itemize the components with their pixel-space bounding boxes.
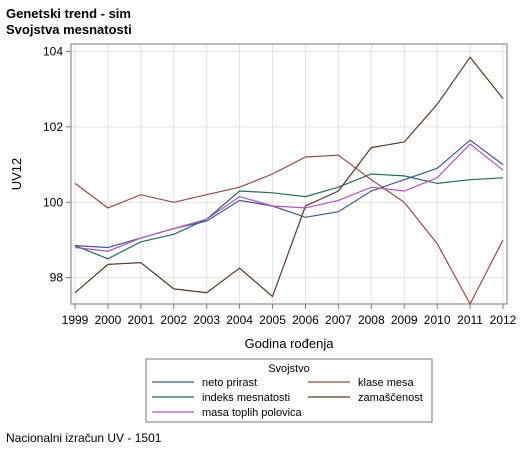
x-tick-label: 2007: [325, 313, 352, 327]
x-tick-label: 2012: [490, 313, 517, 327]
series-line-indeks-mesnatosti: [74, 173, 504, 260]
series-line-neto-prirast: [74, 139, 504, 249]
series-lines: [74, 56, 504, 306]
x-tick-label: 2008: [358, 313, 385, 327]
x-tick-label: 2011: [457, 313, 483, 327]
legend-title: Svojstvo: [268, 363, 310, 375]
series-line-masa-toplih-polovica: [74, 143, 504, 252]
x-tick-label: 2001: [127, 313, 154, 327]
legend-label: indeks mesnatosti: [202, 392, 290, 404]
x-tick-label: 2006: [292, 313, 319, 327]
y-axis: 98 100 102 104: [43, 45, 71, 285]
x-tick-label: 2003: [193, 313, 220, 327]
x-tick-label: 2002: [160, 313, 187, 327]
x-tick-label: 2004: [226, 313, 253, 327]
y-tick-label: 98: [50, 271, 64, 285]
x-tick-label: 2009: [391, 313, 418, 327]
x-tick-label: 1999: [62, 313, 89, 327]
y-axis-title: UV12: [9, 158, 24, 191]
series-line-zamaščenost: [74, 56, 504, 298]
y-tick-label: 102: [43, 120, 63, 134]
legend-label: neto prirast: [202, 377, 257, 389]
x-axis: 1999 2000 2001 2002 2003 2004 2005 2006 2007 2008…: [62, 304, 517, 327]
x-tick-label: 2010: [424, 313, 451, 327]
footnote: Nacionalni izračun UV - 1501: [6, 431, 162, 445]
legend: Svojstvo neto prirast klase mesa indeks me…: [145, 358, 433, 423]
series-line-klase-mesa: [74, 154, 504, 306]
x-tick-label: 2005: [259, 313, 286, 327]
legend-label: masa toplih polovica: [202, 407, 303, 419]
chart-title-block: Genetski trend - sim Svojstva mesnatosti: [6, 6, 132, 38]
x-tick-label: 2000: [95, 313, 122, 327]
y-tick-label: 100: [43, 195, 63, 209]
chart-title: Genetski trend - sim: [6, 6, 131, 21]
x-axis-title: Godina rođenja: [245, 336, 335, 351]
chart-subtitle: Svojstva mesnatosti: [6, 22, 132, 37]
legend-label: klase mesa: [358, 377, 415, 389]
legend-items: neto prirast klase mesa indeks mesnatosti z…: [152, 377, 423, 419]
y-tick-label: 104: [43, 45, 63, 59]
plot-frame: [70, 43, 508, 305]
legend-label: zamaščenost: [358, 392, 423, 404]
